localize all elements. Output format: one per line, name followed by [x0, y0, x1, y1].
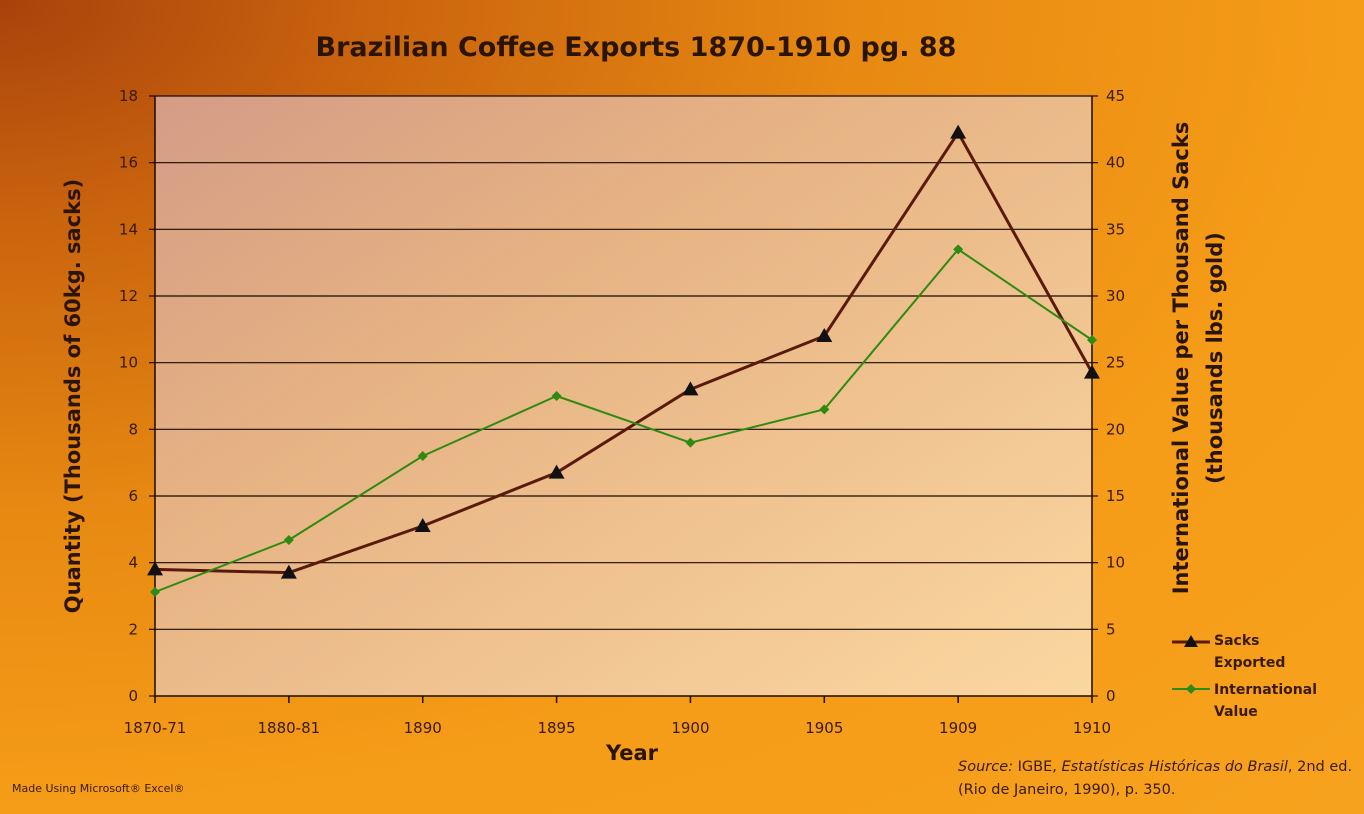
- x-tick-label: 1900: [671, 719, 709, 737]
- data-point-international-value: [685, 437, 696, 448]
- source-label: Source:: [958, 759, 1014, 775]
- legend-label-sacks-line1: Sacks: [1214, 633, 1259, 649]
- data-point-sacks-exported: [548, 464, 565, 479]
- source-citation: Source: IGBE, Estatísticas Históricas do…: [958, 756, 1354, 802]
- legend-label-value-line2: Value: [1214, 704, 1258, 720]
- y-right-tick-label: 15: [1106, 487, 1125, 505]
- x-tick-label: 1910: [1073, 719, 1111, 737]
- x-axis-title: Year: [605, 741, 659, 765]
- y-left-tick-label: 14: [119, 220, 138, 238]
- x-tick-label: 1909: [939, 719, 977, 737]
- y-right-tick-label: 20: [1106, 420, 1125, 438]
- data-point-international-value: [819, 404, 830, 415]
- axes: 0 2 4 6 8 10 12 14 16 18 0 5 10 15 20 25 30 35 40 45 1870-71…: [119, 87, 1125, 737]
- data-point-international-value: [150, 587, 160, 597]
- source-org: IGBE,: [1013, 759, 1062, 775]
- data-point-sacks-exported: [1084, 364, 1100, 379]
- x-tick-label: 1905: [805, 719, 843, 737]
- y-axis-right-title-line2: (thousands lbs. gold): [1203, 232, 1227, 484]
- source-rest: , 2nd ed. (Rio de Janeiro, 1990), p. 350…: [958, 759, 1353, 798]
- y-left-tick-label: 6: [128, 487, 138, 505]
- data-point-sacks-exported: [682, 381, 699, 396]
- y-right-tick-label: 45: [1106, 87, 1125, 105]
- y-right-tick-label: 35: [1106, 220, 1125, 238]
- legend-label-sacks-line2: Exported: [1214, 655, 1285, 671]
- y-axis-right-title-line1: International Value per Thousand Sacks: [1169, 122, 1193, 595]
- series-line-sacks-exported: [154, 131, 1094, 575]
- y-right-tick-label: 0: [1106, 687, 1116, 705]
- x-tick-label: 1870-71: [124, 719, 187, 737]
- legend-marker-sacks: [1184, 635, 1198, 647]
- source-title: Estatísticas Históricas do Brasil: [1061, 759, 1288, 775]
- made-using-note: Made Using Microsoft® Excel®: [12, 782, 185, 795]
- y-right-tick-label: 25: [1106, 354, 1125, 372]
- x-tick-label: 1890: [404, 719, 442, 737]
- data-point-international-value: [1087, 335, 1097, 345]
- y-right-tick-label: 40: [1106, 154, 1125, 172]
- x-tick-label: 1880-81: [258, 719, 321, 737]
- data-point-international-value: [953, 244, 964, 255]
- legend: Sacks Exported International Value: [1172, 633, 1317, 720]
- y-left-tick-label: 8: [128, 420, 138, 438]
- chart-title: Brazilian Coffee Exports 1870-1910 pg. 8…: [316, 32, 957, 63]
- data-point-sacks-exported: [280, 564, 297, 579]
- y-left-tick-label: 10: [119, 354, 138, 372]
- data-point-international-value: [417, 451, 428, 461]
- legend-label-value-line1: International: [1214, 682, 1317, 698]
- data-point-sacks-exported: [816, 328, 833, 342]
- data-point-international-value: [551, 391, 562, 401]
- data-point-sacks-exported: [414, 518, 431, 532]
- plot-area: [155, 96, 1092, 696]
- y-right-tick-label: 10: [1106, 554, 1125, 572]
- x-tick-label: 1895: [537, 719, 575, 737]
- y-left-tick-label: 12: [119, 287, 138, 305]
- y-axis-left-title: Quantity (Thousands of 60kg. sacks): [61, 179, 85, 613]
- y-left-tick-label: 18: [119, 87, 138, 105]
- data-point-sacks-exported: [147, 561, 163, 576]
- y-left-tick-label: 4: [128, 554, 138, 572]
- y-left-tick-label: 16: [119, 154, 138, 172]
- y-right-tick-label: 30: [1106, 287, 1125, 305]
- data-point-sacks-exported: [950, 124, 967, 139]
- y-right-tick-label: 5: [1106, 620, 1116, 638]
- series-layer: [147, 124, 1100, 597]
- series-line-international-value: [154, 248, 1093, 593]
- gridlines: [155, 95, 1092, 630]
- data-point-international-value: [283, 535, 294, 545]
- legend-marker-value: [1186, 684, 1196, 694]
- y-left-tick-label: 0: [128, 687, 138, 705]
- y-left-tick-label: 2: [128, 620, 138, 638]
